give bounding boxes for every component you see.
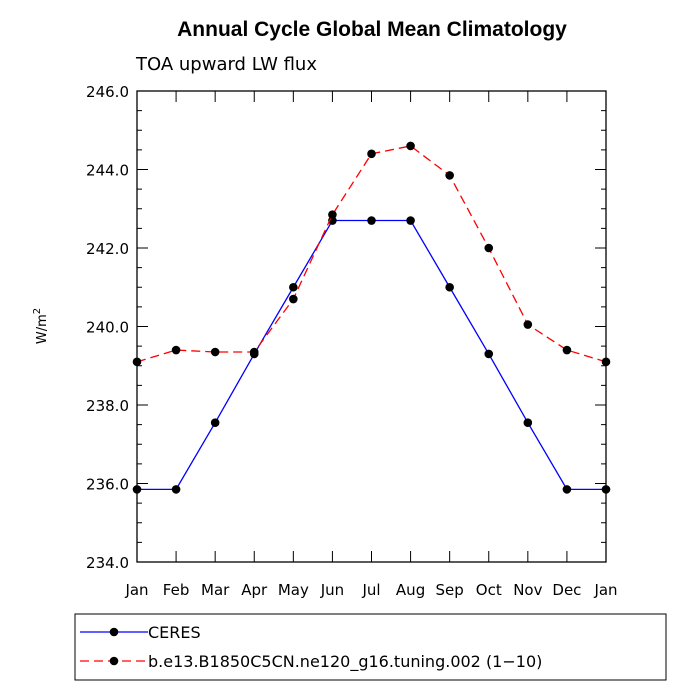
axes: 234.0 236.0 238.0 240.0 242.0 244.0 246.0 Jan Fe…: [86, 83, 618, 599]
data-point: [249, 347, 259, 357]
data-point: [367, 149, 376, 159]
y-tick-label: 244.0: [86, 162, 129, 180]
data-point: [132, 357, 142, 367]
x-tick-label: Feb: [163, 581, 190, 599]
y-tick-label: 238.0: [86, 397, 129, 415]
x-tick-label: Jul: [361, 581, 380, 599]
series-layer: [132, 141, 611, 494]
y-tick-label: 242.0: [86, 240, 129, 258]
legend-label-1: CERES: [148, 623, 201, 642]
x-tick-label: Jan: [593, 581, 617, 599]
x-tick-label: Nov: [513, 581, 542, 599]
x-tick-label: Apr: [241, 581, 268, 599]
x-tick-label: Sep: [436, 581, 464, 599]
data-point: [406, 216, 415, 225]
legend-label-2: b.e13.B1850C5CN.ne120_g16.tuning.002 (1−…: [148, 652, 542, 672]
x-tick-label: Jun: [320, 581, 344, 599]
series-line-2: [136, 145, 607, 363]
data-point: [523, 418, 533, 427]
x-tick-label: Dec: [552, 581, 581, 599]
y-tick-label: 234.0: [86, 554, 129, 572]
data-point: [562, 485, 572, 494]
legend-marker: [109, 656, 119, 666]
legend: CERES b.e13.B1850C5CN.ne120_g16.tuning.00…: [80, 623, 542, 672]
data-point: [523, 320, 533, 329]
data-point: [601, 485, 611, 494]
data-point: [328, 210, 337, 219]
chart-subtitle: TOA upward LW flux: [135, 54, 317, 75]
legend-box: [74, 613, 667, 681]
series-line-1: [137, 219, 606, 491]
y-axis-label-base: W/m: [35, 314, 50, 344]
data-point: [367, 216, 376, 225]
y-tick-label: 246.0: [86, 83, 129, 101]
data-point: [484, 243, 494, 253]
y-axis-label-sup: 2: [32, 308, 43, 314]
y-tick-label: 240.0: [86, 319, 129, 337]
y-axis-label: W/m2: [32, 308, 50, 344]
x-tick-label: Jan: [124, 581, 148, 599]
x-tick-label: Aug: [396, 581, 425, 599]
y-tick-label: 236.0: [86, 476, 129, 494]
data-point: [445, 282, 454, 292]
data-point: [210, 347, 220, 357]
data-point: [289, 294, 298, 304]
data-point: [601, 357, 611, 367]
data-point: [484, 349, 494, 359]
legend-marker: [109, 627, 119, 637]
data-point: [406, 141, 415, 151]
plot-frame: [136, 90, 607, 563]
x-tick-label: May: [278, 581, 309, 599]
x-tick-label: Oct: [476, 581, 502, 599]
data-point: [445, 171, 454, 180]
data-point: [562, 345, 572, 355]
data-point: [132, 485, 142, 494]
data-point: [210, 418, 220, 427]
data-point: [171, 345, 181, 355]
data-point: [289, 282, 298, 292]
data-point: [171, 485, 181, 494]
chart-title: Annual Cycle Global Mean Climatology: [177, 18, 567, 41]
x-tick-label: Mar: [201, 581, 230, 599]
